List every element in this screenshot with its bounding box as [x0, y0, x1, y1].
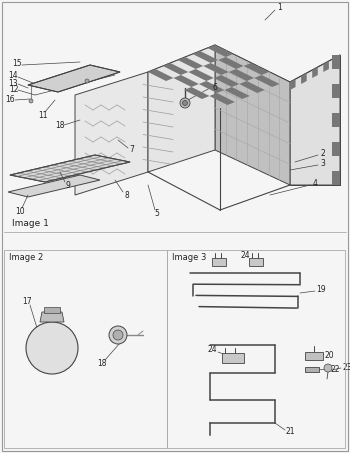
Text: 5: 5	[155, 209, 160, 218]
Polygon shape	[148, 45, 290, 108]
Text: 20: 20	[324, 351, 334, 360]
Text: 24: 24	[240, 251, 250, 260]
Bar	[4, 250, 167, 448]
Circle shape	[26, 322, 78, 374]
Text: 13: 13	[8, 78, 18, 87]
Polygon shape	[208, 45, 233, 57]
Polygon shape	[174, 75, 199, 87]
Polygon shape	[10, 155, 130, 182]
Text: 11: 11	[38, 111, 48, 120]
Polygon shape	[148, 69, 174, 81]
Text: Image 1: Image 1	[12, 219, 49, 228]
Polygon shape	[332, 113, 340, 127]
Text: 9: 9	[65, 180, 70, 189]
Polygon shape	[215, 45, 290, 185]
Polygon shape	[188, 69, 214, 81]
Text: 16: 16	[5, 96, 15, 105]
Circle shape	[324, 364, 332, 372]
Polygon shape	[301, 73, 307, 84]
Bar	[249, 258, 263, 266]
Polygon shape	[312, 67, 318, 78]
Circle shape	[180, 98, 190, 108]
Text: 3: 3	[321, 159, 326, 169]
Circle shape	[85, 79, 89, 83]
Text: 23: 23	[342, 362, 350, 371]
Text: 1: 1	[278, 4, 282, 13]
Polygon shape	[229, 69, 254, 81]
Polygon shape	[163, 63, 188, 75]
Text: 14: 14	[8, 72, 18, 81]
Bar	[167, 250, 345, 448]
Polygon shape	[199, 81, 224, 93]
Polygon shape	[239, 81, 265, 93]
Circle shape	[109, 326, 127, 344]
Polygon shape	[75, 72, 148, 195]
Polygon shape	[148, 45, 215, 172]
Polygon shape	[193, 51, 218, 63]
Text: 4: 4	[313, 179, 317, 188]
Circle shape	[113, 330, 123, 340]
Polygon shape	[209, 93, 235, 105]
Text: 24: 24	[207, 346, 217, 355]
Polygon shape	[224, 87, 250, 99]
Text: 8: 8	[125, 191, 130, 199]
Bar	[44, 307, 60, 313]
Text: 6: 6	[212, 82, 217, 92]
Polygon shape	[184, 87, 209, 99]
Text: Image 3: Image 3	[172, 254, 206, 262]
Polygon shape	[332, 84, 340, 98]
Polygon shape	[214, 75, 239, 87]
Polygon shape	[335, 55, 340, 66]
Bar	[212, 258, 226, 266]
Text: 15: 15	[12, 58, 22, 67]
Polygon shape	[218, 57, 244, 69]
Text: 18: 18	[55, 121, 65, 130]
Polygon shape	[332, 142, 340, 156]
Polygon shape	[178, 57, 203, 69]
Text: 2: 2	[321, 149, 326, 159]
Bar	[305, 367, 319, 372]
Polygon shape	[28, 65, 120, 92]
Text: 18: 18	[97, 360, 107, 368]
Bar	[305, 352, 323, 360]
Polygon shape	[290, 55, 340, 185]
Circle shape	[29, 99, 33, 103]
Polygon shape	[254, 75, 280, 87]
Text: 10: 10	[15, 207, 25, 217]
Polygon shape	[332, 171, 340, 185]
Polygon shape	[203, 63, 229, 75]
Text: 7: 7	[130, 145, 134, 154]
Polygon shape	[244, 63, 269, 75]
Text: 19: 19	[316, 285, 326, 294]
Bar	[222, 353, 244, 363]
Text: Image 2: Image 2	[9, 254, 43, 262]
Text: 17: 17	[22, 298, 32, 307]
Circle shape	[182, 101, 188, 106]
Polygon shape	[40, 312, 64, 322]
Text: 21: 21	[285, 428, 295, 437]
Text: 22: 22	[330, 365, 340, 374]
Text: 12: 12	[9, 86, 19, 95]
Polygon shape	[8, 175, 100, 197]
Polygon shape	[323, 61, 329, 72]
Polygon shape	[290, 79, 295, 90]
Polygon shape	[332, 55, 340, 69]
